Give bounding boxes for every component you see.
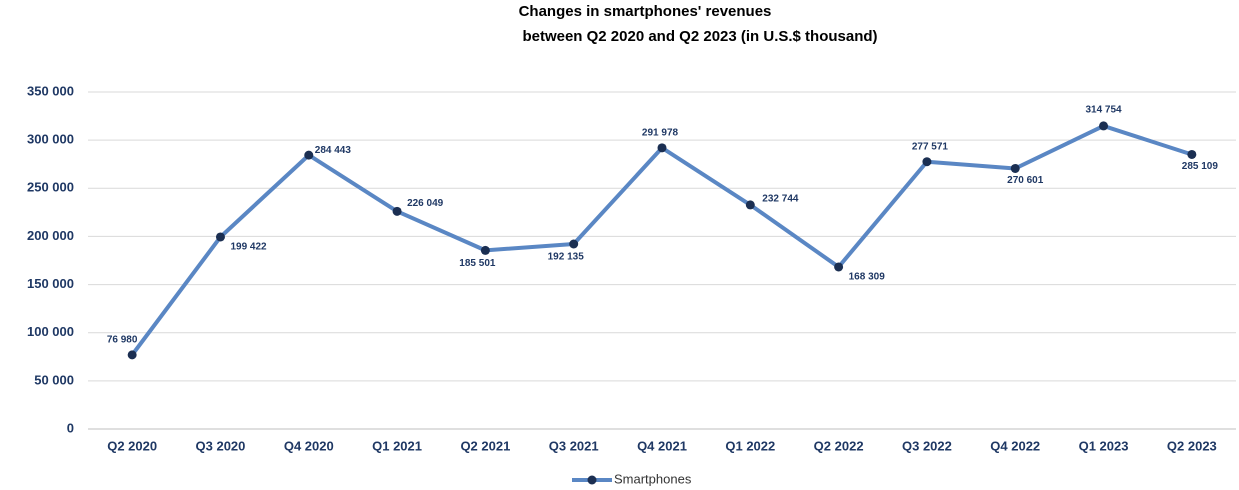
data-label: 277 571 (912, 141, 949, 152)
data-label: 270 601 (1007, 175, 1044, 186)
data-point (569, 239, 579, 249)
data-point (304, 150, 314, 160)
data-point (657, 143, 667, 153)
x-tick-label: Q3 2020 (196, 438, 246, 453)
series-line (130, 123, 1193, 357)
data-label: 285 109 (1182, 161, 1219, 172)
x-tick-label: Q2 2021 (460, 438, 510, 453)
data-label: 284 443 (315, 145, 352, 156)
y-tick-label: 50 000 (34, 372, 74, 387)
x-tick-label: Q3 2022 (902, 438, 952, 453)
legend-marker (587, 475, 597, 485)
data-label: 199 422 (230, 242, 267, 253)
data-point (480, 245, 490, 255)
data-point (215, 232, 225, 242)
data-point (392, 206, 402, 216)
y-tick-label: 100 000 (27, 324, 74, 339)
data-label: 314 754 (1085, 105, 1122, 116)
x-tick-label: Q2 2020 (107, 438, 157, 453)
data-point (834, 262, 844, 272)
data-label: 291 978 (642, 128, 679, 139)
data-point (1187, 149, 1197, 159)
y-tick-label: 250 000 (27, 180, 74, 195)
y-tick-label: 350 000 (27, 83, 74, 98)
data-label: 76 980 (107, 335, 138, 346)
x-tick-label: Q4 2022 (990, 438, 1040, 453)
chart-title: Changes in smartphones' revenues (519, 3, 772, 20)
y-tick-label: 150 000 (27, 276, 74, 291)
chart-title: between Q2 2020 and Q2 2023 (in U.S.$ th… (522, 28, 877, 45)
x-tick-label: Q1 2021 (372, 438, 422, 453)
x-tick-label: Q3 2021 (549, 438, 599, 453)
y-tick-label: 300 000 (27, 132, 74, 147)
x-tick-label: Q1 2023 (1079, 438, 1129, 453)
x-tick-label: Q4 2021 (637, 438, 687, 453)
x-tick-label: Q1 2022 (725, 438, 775, 453)
data-point (922, 157, 932, 167)
data-point (1099, 121, 1109, 131)
data-label: 192 135 (548, 252, 585, 263)
x-tick-label: Q2 2023 (1167, 438, 1217, 453)
x-tick-label: Q2 2022 (814, 438, 864, 453)
data-point (1010, 163, 1020, 173)
data-label: 185 501 (459, 258, 496, 269)
y-tick-label: 0 (67, 420, 74, 435)
data-label: 232 744 (762, 194, 799, 205)
x-tick-label: Q4 2020 (284, 438, 334, 453)
data-label: 168 309 (849, 272, 886, 283)
data-label: 226 049 (407, 198, 444, 209)
data-point (745, 200, 755, 210)
data-point (127, 350, 137, 360)
legend-label: Smartphones (614, 471, 692, 486)
y-tick-label: 200 000 (27, 228, 74, 243)
